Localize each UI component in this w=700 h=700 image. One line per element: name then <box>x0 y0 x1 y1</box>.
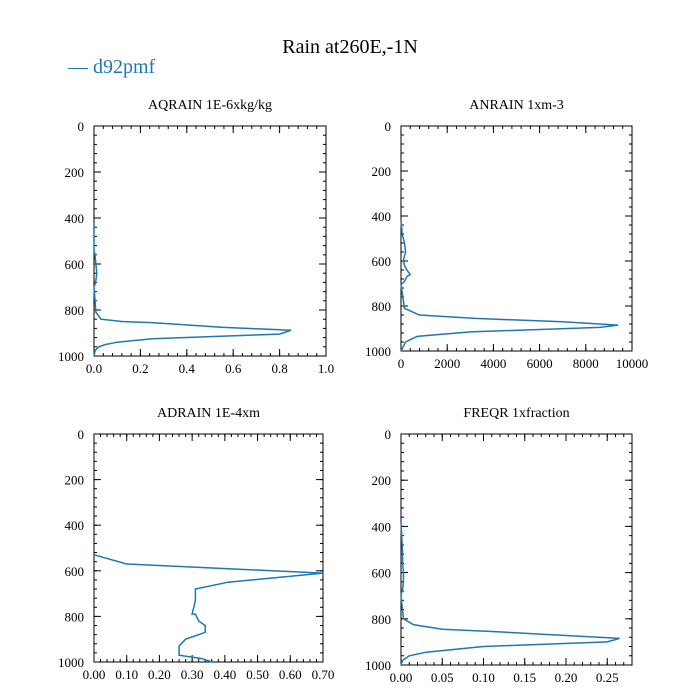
plot-frame <box>400 125 633 352</box>
legend-line-icon: — <box>68 56 88 78</box>
y-tick-label: 0 <box>385 119 392 134</box>
x-tick-label: 4000 <box>480 356 506 371</box>
panel-title: ADRAIN 1E-4xm <box>157 406 260 421</box>
panel-title: FREQR 1xfraction <box>463 406 569 421</box>
x-tick-label: 0.00 <box>390 670 413 685</box>
legend-entry: — d92pmf <box>68 56 155 79</box>
x-tick-label: 0.05 <box>431 670 454 685</box>
x-tick-label: 10000 <box>616 356 649 371</box>
x-tick-label: 6000 <box>527 356 553 371</box>
y-tick-label: 1000 <box>58 655 84 670</box>
y-tick-label: 400 <box>65 518 85 533</box>
x-tick-label: 0.20 <box>148 667 171 682</box>
plot-frame <box>400 433 633 666</box>
x-tick-label: 0.50 <box>246 667 269 682</box>
x-tick-label: 8000 <box>573 356 599 371</box>
x-tick-label: 0.0 <box>86 361 102 376</box>
y-tick-label: 800 <box>65 303 85 318</box>
x-tick-label: 0.20 <box>555 670 578 685</box>
y-tick-label: 600 <box>65 564 85 579</box>
figure-title: Rain at260E,-1N <box>282 36 418 58</box>
y-tick-label: 200 <box>372 473 392 488</box>
y-tick-label: 1000 <box>365 344 391 359</box>
series-line <box>400 220 619 352</box>
y-tick-label: 0 <box>78 427 85 442</box>
y-tick-label: 0 <box>385 427 392 442</box>
series-line <box>400 521 620 666</box>
legend-label: d92pmf <box>93 56 156 78</box>
x-tick-label: 1.0 <box>318 361 334 376</box>
y-tick-label: 600 <box>372 254 392 269</box>
x-tick-label: 0.8 <box>271 361 287 376</box>
x-tick-label: 0 <box>398 356 405 371</box>
x-tick-label: 0.30 <box>181 667 204 682</box>
series-line <box>93 554 324 663</box>
x-tick-label: 0.60 <box>279 667 302 682</box>
x-tick-label: 0.25 <box>596 670 619 685</box>
y-tick-label: 400 <box>65 211 85 226</box>
x-tick-label: 0.6 <box>225 361 242 376</box>
x-tick-label: 0.15 <box>513 670 536 685</box>
y-tick-label: 800 <box>372 612 392 627</box>
plot-frame <box>93 433 324 663</box>
x-tick-label: 2000 <box>434 356 460 371</box>
x-tick-label: 0.2 <box>132 361 148 376</box>
x-tick-label: 0.10 <box>472 670 495 685</box>
x-tick-label: 0.40 <box>213 667 236 682</box>
panel-title: ANRAIN 1xm-3 <box>469 98 564 113</box>
y-tick-label: 0 <box>78 119 85 134</box>
y-tick-label: 800 <box>372 299 392 314</box>
y-tick-label: 600 <box>65 257 85 272</box>
y-tick-label: 400 <box>372 519 392 534</box>
series-line <box>93 222 292 357</box>
y-tick-label: 200 <box>372 164 392 179</box>
y-tick-label: 200 <box>65 473 85 488</box>
y-tick-label: 800 <box>65 609 85 624</box>
x-tick-label: 0.70 <box>312 667 335 682</box>
y-tick-label: 600 <box>372 566 392 581</box>
x-tick-label: 0.10 <box>115 667 138 682</box>
x-tick-label: 0.4 <box>179 361 196 376</box>
y-tick-label: 1000 <box>365 658 391 673</box>
y-tick-label: 1000 <box>58 349 84 364</box>
panel-title: AQRAIN 1E-6xkg/kg <box>148 98 272 113</box>
y-tick-label: 400 <box>372 209 392 224</box>
x-tick-label: 0.00 <box>83 667 106 682</box>
y-tick-label: 200 <box>65 165 85 180</box>
